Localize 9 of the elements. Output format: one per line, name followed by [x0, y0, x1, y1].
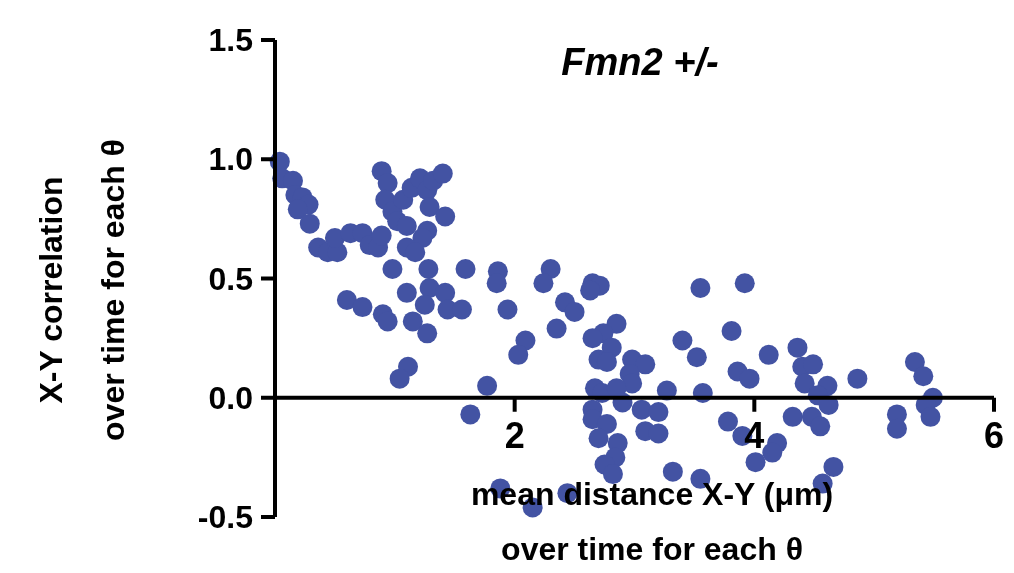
y-axis-title: X-Y correlation over time for each θ: [33, 139, 131, 441]
y-tick-label: 1.5: [208, 22, 253, 58]
x-tick-label: 6: [983, 414, 1005, 456]
y-tick-label: 0.5: [208, 260, 253, 297]
y-tick-label: 1.0: [208, 141, 253, 178]
y-tick-label: -0.5: [197, 499, 253, 535]
chart-title: Fmn2 +/-: [561, 41, 719, 83]
x-tick-label: 2: [504, 414, 525, 456]
y-tick-label: 0.0: [208, 379, 253, 416]
